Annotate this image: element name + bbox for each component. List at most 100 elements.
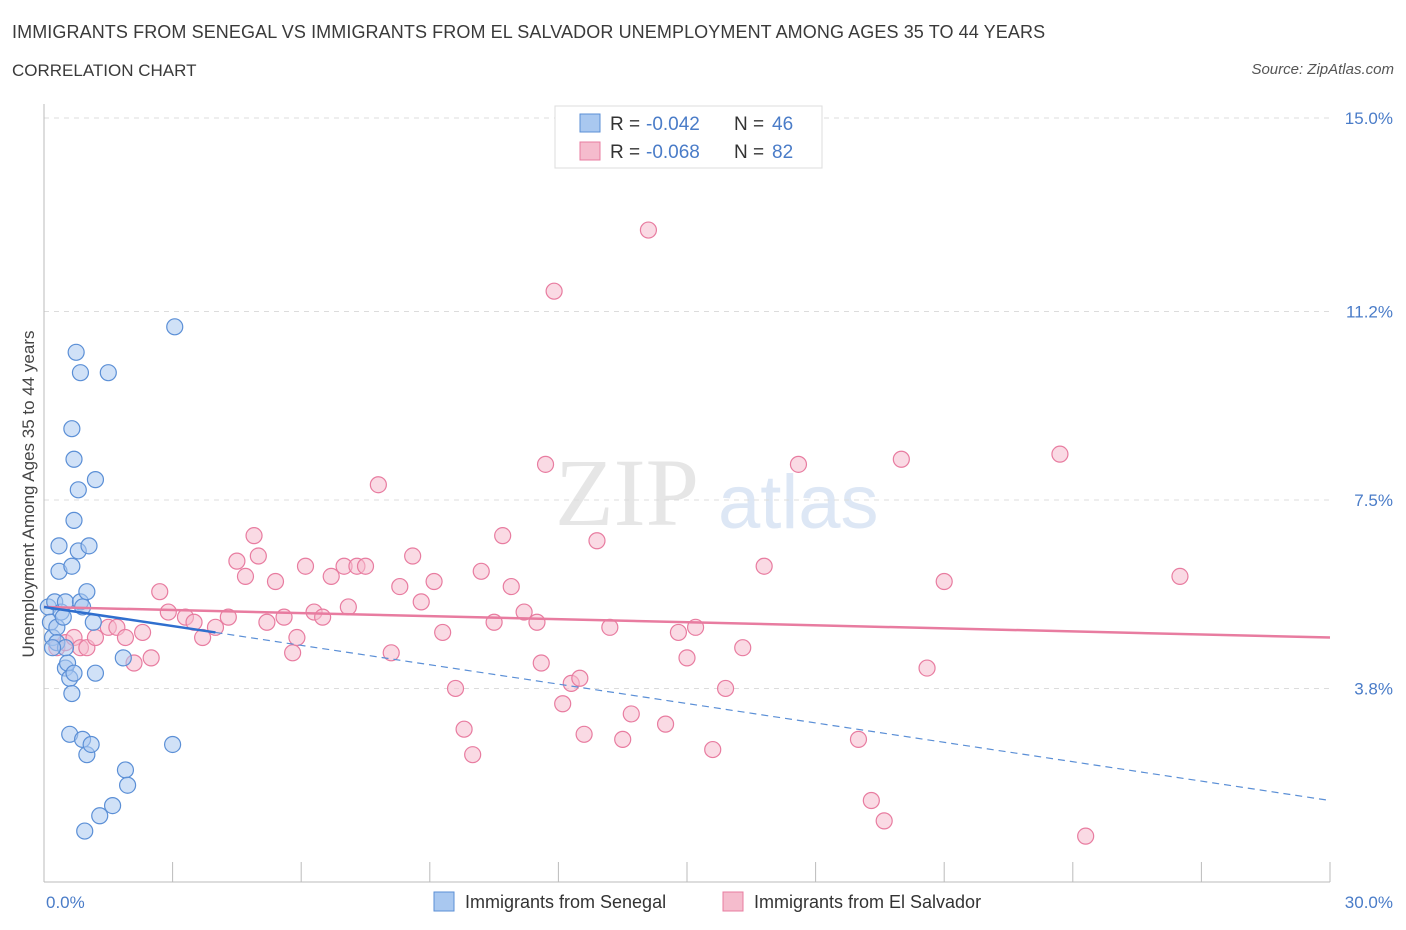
point-senegal-20 bbox=[67, 343, 85, 361]
point-senegal-6 bbox=[50, 537, 68, 555]
point-elsalvador-28 bbox=[296, 557, 315, 575]
point-elsalvador-40 bbox=[412, 593, 430, 611]
point-elsalvador-69 bbox=[716, 679, 735, 698]
point-senegal-38 bbox=[114, 649, 132, 667]
trendlines bbox=[43, 605, 1331, 802]
legend-senegal-n-label: N = bbox=[734, 114, 764, 135]
point-elsalvador-42 bbox=[434, 623, 452, 642]
y-tick-labels: 3.8% 7.5% 11.2% 15.0% bbox=[1345, 109, 1393, 698]
legend-elsalvador-r-label: R = bbox=[610, 142, 640, 163]
axes bbox=[43, 104, 1331, 883]
point-elsalvador-11 bbox=[142, 649, 160, 667]
bottom-legend: Immigrants from Senegal Immigrants from … bbox=[433, 891, 981, 912]
point-senegal-15 bbox=[63, 684, 81, 703]
point-elsalvador-79 bbox=[1051, 445, 1069, 463]
legend-swatch-senegal bbox=[579, 113, 601, 133]
point-elsalvador-21 bbox=[245, 527, 263, 545]
point-elsalvador-54 bbox=[545, 282, 563, 300]
point-elsalvador-19 bbox=[228, 552, 246, 570]
point-senegal-16 bbox=[63, 557, 81, 575]
point-senegal-18 bbox=[65, 450, 83, 468]
point-elsalvador-72 bbox=[789, 455, 808, 473]
chart-subtitle: CORRELATION CHART bbox=[12, 61, 197, 80]
point-elsalvador-73 bbox=[849, 730, 868, 748]
point-senegal-41 bbox=[164, 735, 182, 754]
bottom-legend-swatch-elsalvador bbox=[722, 891, 744, 912]
point-senegal-45 bbox=[43, 639, 62, 657]
point-elsalvador-46 bbox=[472, 562, 490, 580]
x-tick-label-1: 30.0% bbox=[1345, 893, 1393, 912]
chart-title: IMMIGRANTS FROM SENEGAL VS IMMIGRANTS FR… bbox=[12, 22, 1046, 42]
legend-swatch-elsalvador bbox=[579, 141, 601, 161]
point-elsalvador-49 bbox=[502, 577, 520, 596]
y-tick-label-2: 11.2% bbox=[1346, 303, 1393, 322]
point-elsalvador-48 bbox=[494, 527, 512, 545]
point-elsalvador-10 bbox=[133, 623, 152, 642]
point-elsalvador-41 bbox=[425, 572, 443, 591]
point-elsalvador-18 bbox=[219, 608, 237, 626]
point-senegal-31 bbox=[82, 735, 100, 754]
point-elsalvador-44 bbox=[455, 720, 473, 738]
point-elsalvador-31 bbox=[322, 567, 340, 586]
legend-senegal-r-value: -0.042 bbox=[646, 114, 700, 135]
point-senegal-42 bbox=[166, 318, 184, 336]
point-elsalvador-63 bbox=[639, 221, 658, 239]
point-elsalvador-22 bbox=[249, 547, 267, 565]
point-elsalvador-58 bbox=[575, 725, 593, 743]
point-senegal-36 bbox=[99, 364, 117, 382]
bottom-legend-elsalvador: Immigrants from El Salvador bbox=[754, 892, 981, 912]
point-elsalvador-61 bbox=[614, 730, 632, 748]
point-elsalvador-45 bbox=[464, 746, 482, 764]
watermark: ZIP bbox=[555, 439, 699, 546]
point-elsalvador-8 bbox=[116, 628, 135, 647]
point-senegal-35 bbox=[91, 807, 109, 825]
bottom-legend-swatch-senegal bbox=[433, 891, 455, 912]
point-senegal-44 bbox=[65, 664, 83, 682]
point-elsalvador-23 bbox=[258, 613, 276, 631]
point-senegal-37 bbox=[103, 796, 122, 815]
legend-elsalvador-n-value: 82 bbox=[772, 142, 793, 163]
x-tick-label-0: 0.0% bbox=[46, 893, 85, 912]
point-senegal-39 bbox=[116, 761, 135, 779]
point-elsalvador-78 bbox=[935, 572, 953, 591]
point-elsalvador-51 bbox=[528, 613, 546, 631]
point-elsalvador-33 bbox=[339, 598, 357, 616]
point-elsalvador-20 bbox=[236, 567, 255, 586]
watermark-atlas: atlas bbox=[718, 460, 879, 545]
point-elsalvador-43 bbox=[446, 679, 465, 698]
point-elsalvador-71 bbox=[755, 557, 773, 575]
point-senegal-24 bbox=[71, 364, 90, 382]
legend-senegal-n-value: 46 bbox=[772, 114, 793, 135]
point-senegal-30 bbox=[80, 537, 98, 555]
point-elsalvador-53 bbox=[536, 455, 555, 473]
legend-elsalvador-n-label: N = bbox=[734, 142, 764, 163]
point-elsalvador-35 bbox=[356, 557, 375, 575]
point-elsalvador-24 bbox=[266, 572, 285, 591]
point-elsalvador-59 bbox=[588, 532, 606, 550]
trendline-senegal-dashed bbox=[215, 631, 1331, 802]
series-senegal bbox=[39, 318, 184, 840]
point-elsalvador-65 bbox=[669, 623, 688, 642]
point-elsalvador-13 bbox=[159, 603, 177, 621]
point-senegal-22 bbox=[69, 481, 87, 499]
legend-elsalvador-r-value: -0.068 bbox=[646, 142, 700, 163]
point-elsalvador-64 bbox=[656, 715, 675, 733]
point-elsalvador-27 bbox=[288, 628, 306, 647]
source-label: Source: ZipAtlas.com bbox=[1251, 61, 1394, 78]
point-elsalvador-36 bbox=[369, 476, 387, 494]
point-elsalvador-68 bbox=[704, 740, 722, 759]
y-axis-label: Unemployment Among Ages 35 to 44 years bbox=[19, 331, 38, 658]
point-elsalvador-50 bbox=[515, 603, 533, 621]
grid-lines bbox=[44, 117, 1330, 689]
point-elsalvador-76 bbox=[892, 450, 910, 468]
point-elsalvador-55 bbox=[554, 695, 572, 713]
point-elsalvador-80 bbox=[1077, 827, 1095, 845]
point-elsalvador-62 bbox=[622, 705, 640, 723]
point-senegal-29 bbox=[78, 583, 96, 601]
point-elsalvador-70 bbox=[734, 639, 752, 657]
trendline-senegal bbox=[43, 605, 216, 634]
point-elsalvador-30 bbox=[314, 608, 332, 626]
point-senegal-17 bbox=[63, 420, 81, 438]
point-elsalvador-57 bbox=[571, 669, 589, 687]
y-tick-label-0: 3.8% bbox=[1354, 679, 1393, 698]
